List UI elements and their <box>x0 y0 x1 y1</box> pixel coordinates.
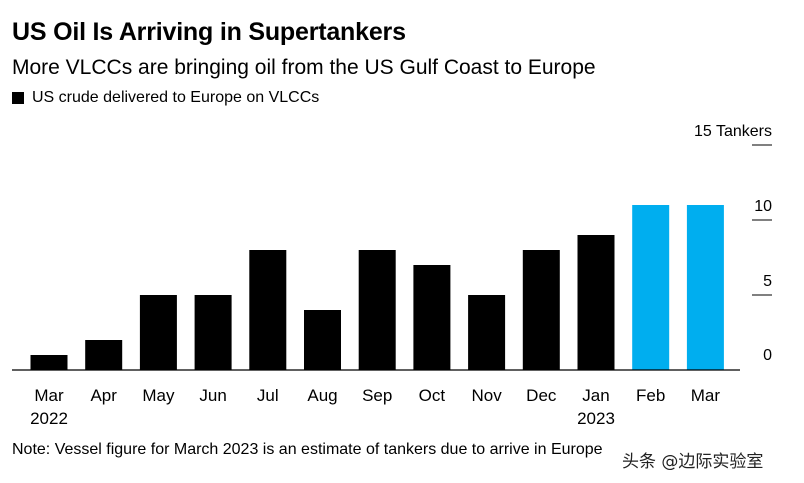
bar-apr-1 <box>85 340 122 370</box>
x-tick-label-9: Dec <box>526 386 557 405</box>
bar-feb-11 <box>632 205 669 370</box>
y-tick-label-5: 5 <box>763 273 772 290</box>
x-tick-label-8: Nov <box>471 386 502 405</box>
x-tick-label-12: Mar <box>691 386 721 405</box>
x-tick-label-3: Jun <box>199 386 226 405</box>
bar-may-2 <box>140 295 177 370</box>
bar-sep-6 <box>359 250 396 370</box>
watermark: 头条 @边际实验室 <box>622 447 763 472</box>
bar-mar-12 <box>687 205 724 370</box>
y-tick-label-10: 10 <box>754 198 772 215</box>
x-year-label-0: 2022 <box>30 409 68 428</box>
x-tick-label-2: May <box>142 386 175 405</box>
bar-chart: 15 Tankers 10 5 0 Mar 2022 Apr May Jun Jul Aug Sep O… <box>0 0 804 483</box>
bar-oct-7 <box>413 265 450 370</box>
bar-jul-4 <box>249 250 286 370</box>
bar-jan-10 <box>578 235 615 370</box>
x-tick-label-7: Oct <box>419 386 446 405</box>
bar-aug-5 <box>304 310 341 370</box>
y-tick-label-15: 15 Tankers <box>694 123 772 140</box>
x-tick-label-6: Sep <box>362 386 392 405</box>
x-tick-label-1: Apr <box>90 386 117 405</box>
bar-dec-9 <box>523 250 560 370</box>
x-tick-label-0: Mar <box>34 386 64 405</box>
x-tick-label-11: Feb <box>636 386 665 405</box>
footnote: Note: Vessel figure for March 2023 is an… <box>12 441 603 459</box>
bar-nov-8 <box>468 295 505 370</box>
bar-mar-0 <box>31 355 68 370</box>
x-tick-label-4: Jul <box>257 386 279 405</box>
bar-jun-3 <box>195 295 232 370</box>
x-year-label-10: 2023 <box>577 409 615 428</box>
x-tick-label-5: Aug <box>307 386 337 405</box>
y-tick-label-0: 0 <box>763 347 772 364</box>
x-tick-label-10: Jan <box>582 386 609 405</box>
